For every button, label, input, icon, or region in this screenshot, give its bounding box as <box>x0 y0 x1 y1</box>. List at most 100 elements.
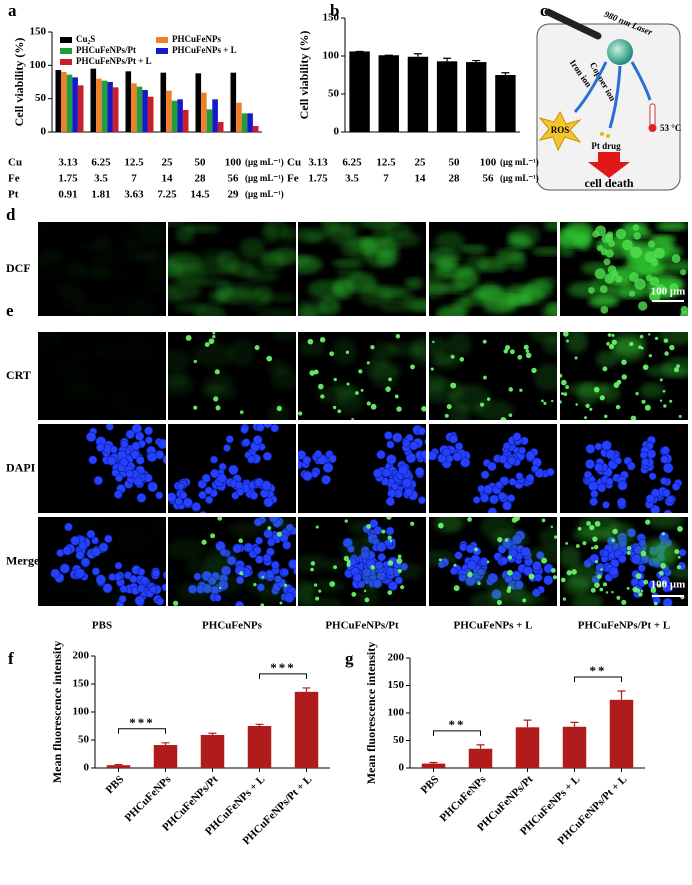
bar <box>436 61 458 132</box>
nucleus <box>499 556 509 566</box>
crt-spot <box>387 560 394 566</box>
micrograph <box>429 332 557 420</box>
crt-spot <box>611 590 614 594</box>
crt-spot <box>358 369 363 374</box>
crt-spot <box>561 379 567 386</box>
crt-spot <box>577 526 582 531</box>
nucleus <box>376 450 386 460</box>
micrograph <box>429 424 557 513</box>
bar <box>131 83 137 132</box>
fluorescence <box>453 268 479 289</box>
ros-star <box>538 110 582 152</box>
fluorescence <box>470 591 500 606</box>
crt-spot <box>607 333 612 337</box>
arrow <box>608 65 622 129</box>
nucleus <box>479 493 490 503</box>
crt-spot <box>590 546 594 550</box>
fluorescence <box>614 339 641 358</box>
fluorescence <box>577 382 599 407</box>
nucleus <box>162 454 166 465</box>
crt-spot <box>346 562 351 567</box>
fluorescence <box>362 360 402 379</box>
nucleus <box>497 491 507 501</box>
fluorescence <box>513 592 546 606</box>
x-tick-label: 0.91 <box>58 189 77 201</box>
fluorescence <box>470 285 509 300</box>
cell-outline <box>536 23 681 191</box>
cell <box>647 240 656 248</box>
fluorescence <box>588 295 619 308</box>
bar <box>247 726 272 768</box>
legend-label: Cu₂S <box>76 34 95 44</box>
legend-label: PHCuFeNPs <box>172 34 221 44</box>
x-tick-label: 14.5 <box>190 189 210 201</box>
crt-spot <box>660 562 666 569</box>
nucleus <box>662 583 671 593</box>
nucleus <box>125 429 135 439</box>
crt-spot <box>640 589 644 593</box>
crt-spot <box>676 565 681 570</box>
unit-label: (μg mL⁻¹) <box>500 157 539 167</box>
nucleus <box>645 494 655 504</box>
crt-spot <box>593 386 600 393</box>
x-tick-label: 12.5 <box>376 157 396 169</box>
micrograph <box>560 222 688 316</box>
nucleus <box>205 495 214 504</box>
y-axis-label: Mean fluorescence intensity <box>50 641 64 783</box>
micrograph <box>298 222 426 316</box>
crt-spot <box>212 335 216 339</box>
crt-spot <box>629 341 634 347</box>
error-bar <box>617 690 626 700</box>
nucleus <box>118 595 127 604</box>
nucleus <box>176 482 185 491</box>
nucleus <box>261 480 272 491</box>
crt-spot <box>370 403 377 410</box>
nucleus <box>95 574 107 585</box>
bar <box>515 727 540 768</box>
y-tick-label: 0 <box>41 126 47 138</box>
crt-spot <box>658 570 664 576</box>
nucleus <box>386 454 397 465</box>
y-tick-label: 0 <box>84 762 90 774</box>
panel-label: g <box>345 649 354 668</box>
crt-spot <box>318 589 322 593</box>
nucleus <box>321 474 331 485</box>
fluorescence <box>332 382 358 396</box>
x-tick-label: 3.5 <box>94 173 108 185</box>
nucleus <box>641 457 650 467</box>
nucleus <box>228 464 239 475</box>
crt-spot <box>661 581 666 585</box>
crt-spot <box>630 415 637 420</box>
nucleus <box>377 552 386 562</box>
x-tick-label: 12.5 <box>124 157 144 169</box>
crt-spot <box>648 354 652 358</box>
x-tick-label: PBS <box>419 773 442 796</box>
crt-spot <box>657 583 662 588</box>
error-bar <box>523 719 532 728</box>
nucleus <box>452 451 463 462</box>
nucleus <box>144 426 154 436</box>
crt-spot <box>661 532 666 536</box>
nucleus <box>155 597 165 606</box>
bar <box>247 113 253 132</box>
crt-spot <box>346 382 350 386</box>
nucleus <box>409 441 419 451</box>
crt-spot <box>467 517 472 522</box>
y-tick-label: 0 <box>399 762 405 774</box>
y-tick-label: 100 <box>73 706 90 718</box>
crt-spot <box>500 417 507 420</box>
nucleus <box>429 450 438 461</box>
cell <box>680 269 687 276</box>
cell <box>638 301 648 311</box>
nucleus <box>262 451 273 461</box>
x-tick-label: 3.63 <box>124 189 144 201</box>
nucleus <box>533 573 543 582</box>
nucleus <box>637 564 646 573</box>
fluorescence <box>35 327 66 344</box>
crt-spot <box>381 529 386 534</box>
bar <box>147 96 154 132</box>
crt-spot <box>497 536 503 543</box>
fluorescence <box>560 545 581 569</box>
fluorescence <box>243 573 287 595</box>
crt-spot <box>575 544 580 548</box>
